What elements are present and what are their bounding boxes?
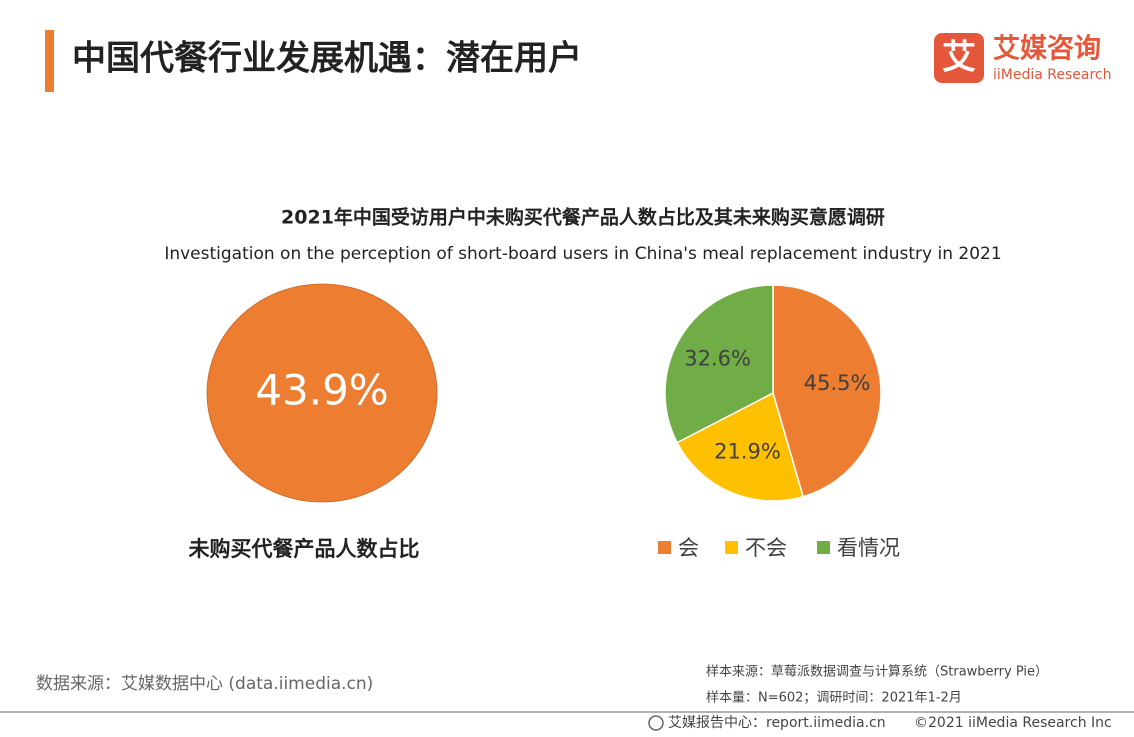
- pie-slice: [676, 391, 805, 502]
- slice-label: 32.6%: [684, 346, 751, 370]
- stat-category: 未购买代餐产品人数占比: [189, 537, 420, 561]
- page-title: 中国代餐行业发展机遇：潜在用户: [72, 39, 582, 79]
- slice-label: 21.9%: [714, 440, 781, 464]
- chart-subtitle: Investigation on the perception of short…: [164, 244, 1001, 264]
- chart-title: 2021年中国受访用户中未购买代餐产品人数占比及其未来购买意愿调研: [281, 206, 885, 229]
- pie-slice: [664, 284, 774, 444]
- legend-swatch: [658, 541, 671, 554]
- pie-slice: [772, 284, 882, 498]
- copyright: ©2021 iiMedia Research Inc: [914, 715, 1112, 731]
- sample-size: 样本量：N=602；调研时间：2021年1-2月: [706, 691, 962, 706]
- legend-swatch: [817, 541, 830, 554]
- title-accent: [45, 30, 54, 92]
- sample-source: 样本来源：草莓派数据调查与计算系统（Strawberry Pie）: [706, 665, 1048, 680]
- legend-label: 看情况: [837, 536, 900, 560]
- logo-icon: 艾: [942, 38, 976, 78]
- globe-icon: [648, 715, 664, 731]
- legend-swatch: [725, 541, 738, 554]
- logo-name: 艾媒咨询: [993, 33, 1101, 65]
- stat-circle: [206, 283, 438, 503]
- stat-label: 43.9%: [255, 366, 388, 415]
- report-center: 艾媒报告中心：report.iimedia.cn: [668, 715, 886, 731]
- legend-label: 会: [678, 536, 699, 560]
- slice-label: 45.5%: [804, 371, 871, 395]
- data-source: 数据来源：艾媒数据中心 (data.iimedia.cn): [36, 674, 373, 694]
- logo-icon-bg: [934, 33, 984, 83]
- legend-label: 不会: [745, 536, 787, 560]
- logo-english: iiMedia Research: [993, 67, 1112, 83]
